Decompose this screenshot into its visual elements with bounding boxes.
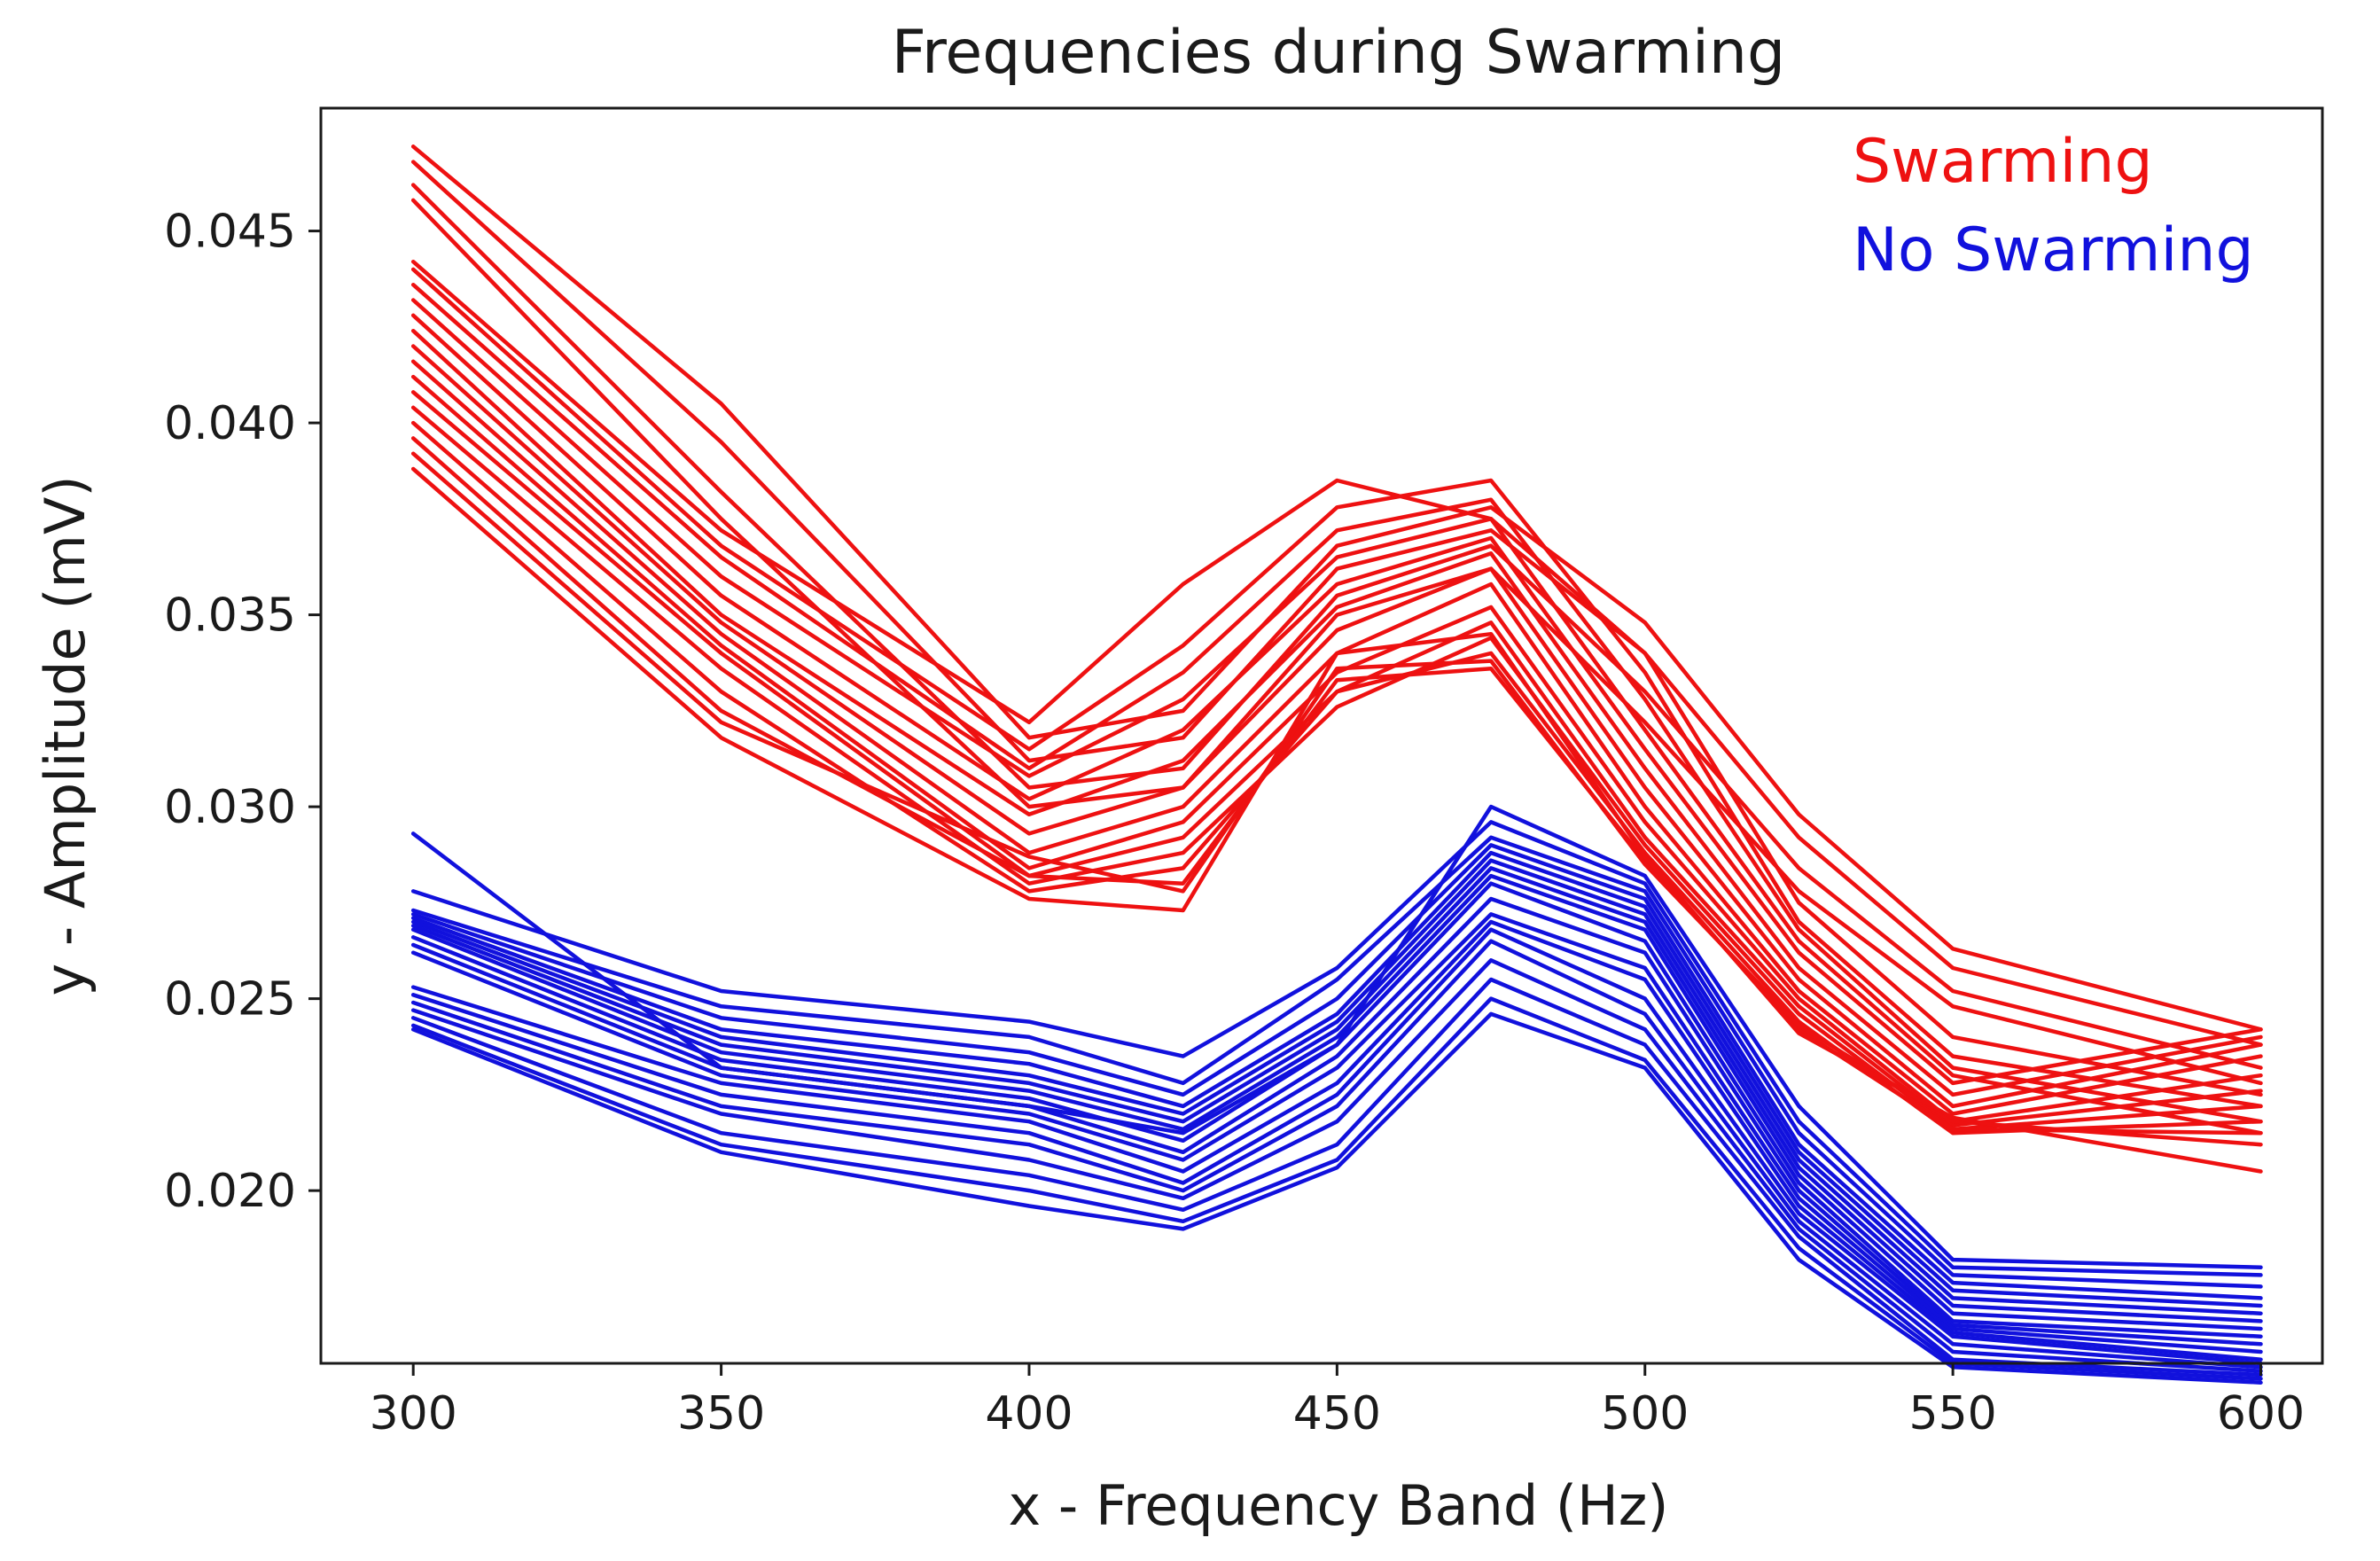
no-swarming-line-15: [410, 958, 2263, 1373]
series-lines: [410, 144, 2263, 1385]
chart-title: Frequencies during Swarming: [892, 18, 1785, 88]
swarming-line-5: [410, 259, 2263, 1097]
swarming-line-11: [410, 344, 2263, 1109]
swarming-line-1: [410, 144, 2263, 1032]
legend-item-swarming: Swarming: [1853, 127, 2153, 197]
y-tick-label: 0.020: [164, 1165, 296, 1218]
swarming-line-14: [410, 390, 2263, 1128]
no-swarming-line-16: [410, 977, 2263, 1378]
y-tick-label: 0.035: [164, 589, 296, 643]
no-swarming-line-3: [410, 835, 2263, 1289]
swarming-line-17: [410, 436, 2263, 1136]
no-swarming-line-4: [410, 843, 2263, 1300]
no-swarming-line-11: [410, 912, 2263, 1354]
swarming-line-12: [410, 359, 2263, 1116]
no-swarming-line-6: [410, 858, 2263, 1315]
swarming-line-9: [410, 313, 2263, 1086]
legend-item-no-swarming: No Swarming: [1853, 215, 2254, 285]
swarming-line-7: [410, 282, 2263, 1124]
x-tick-label: 600: [2217, 1387, 2305, 1440]
x-tick-label: 400: [985, 1387, 1073, 1440]
x-tick-label: 300: [370, 1387, 457, 1440]
x-axis: 300 350 400 450 500 550 600: [370, 1363, 2305, 1440]
y-tick-label: 0.030: [164, 781, 296, 834]
no-swarming-line-12: [410, 919, 2263, 1362]
no-swarming-line-7: [410, 866, 2263, 1323]
legend: Swarming No Swarming: [1853, 127, 2254, 285]
swarming-line-10: [410, 328, 2263, 1097]
no-swarming-line-8: [410, 873, 2263, 1331]
plot-area-frame: [319, 106, 2324, 1365]
no-swarming-line-10: [410, 896, 2263, 1346]
no-swarming-line-9: [410, 881, 2263, 1339]
y-tick-label: 0.025: [164, 973, 296, 1026]
x-axis-label: x - Frequency Band (Hz): [1009, 1473, 1669, 1538]
x-tick-label: 350: [677, 1387, 765, 1440]
no-swarming-line-14: [410, 939, 2263, 1370]
no-swarming-line-2: [410, 820, 2263, 1277]
swarming-line-19: [410, 466, 2263, 1174]
swarming-line-8: [410, 298, 2263, 1136]
no-swarming-line-5: [410, 850, 2263, 1308]
no-swarming-line-13: [410, 927, 2263, 1366]
x-tick-label: 450: [1293, 1387, 1381, 1440]
swarming-line-3: [410, 183, 2263, 1070]
no-swarming-line-17: [410, 996, 2263, 1381]
y-tick-label: 0.040: [164, 397, 296, 450]
y-axis-label: y - Amplitude (mV): [33, 475, 98, 995]
swarming-line-6: [410, 267, 2263, 1109]
swarming-line-2: [410, 160, 2263, 1047]
y-axis: 0.020 0.025 0.030 0.035 0.040 0.045: [164, 206, 321, 1218]
swarming-line-13: [410, 374, 2263, 1124]
y-tick-label: 0.045: [164, 206, 296, 259]
x-tick-label: 550: [1909, 1387, 1997, 1440]
x-tick-label: 500: [1601, 1387, 1689, 1440]
no-swarming-line-18: [410, 1011, 2263, 1385]
